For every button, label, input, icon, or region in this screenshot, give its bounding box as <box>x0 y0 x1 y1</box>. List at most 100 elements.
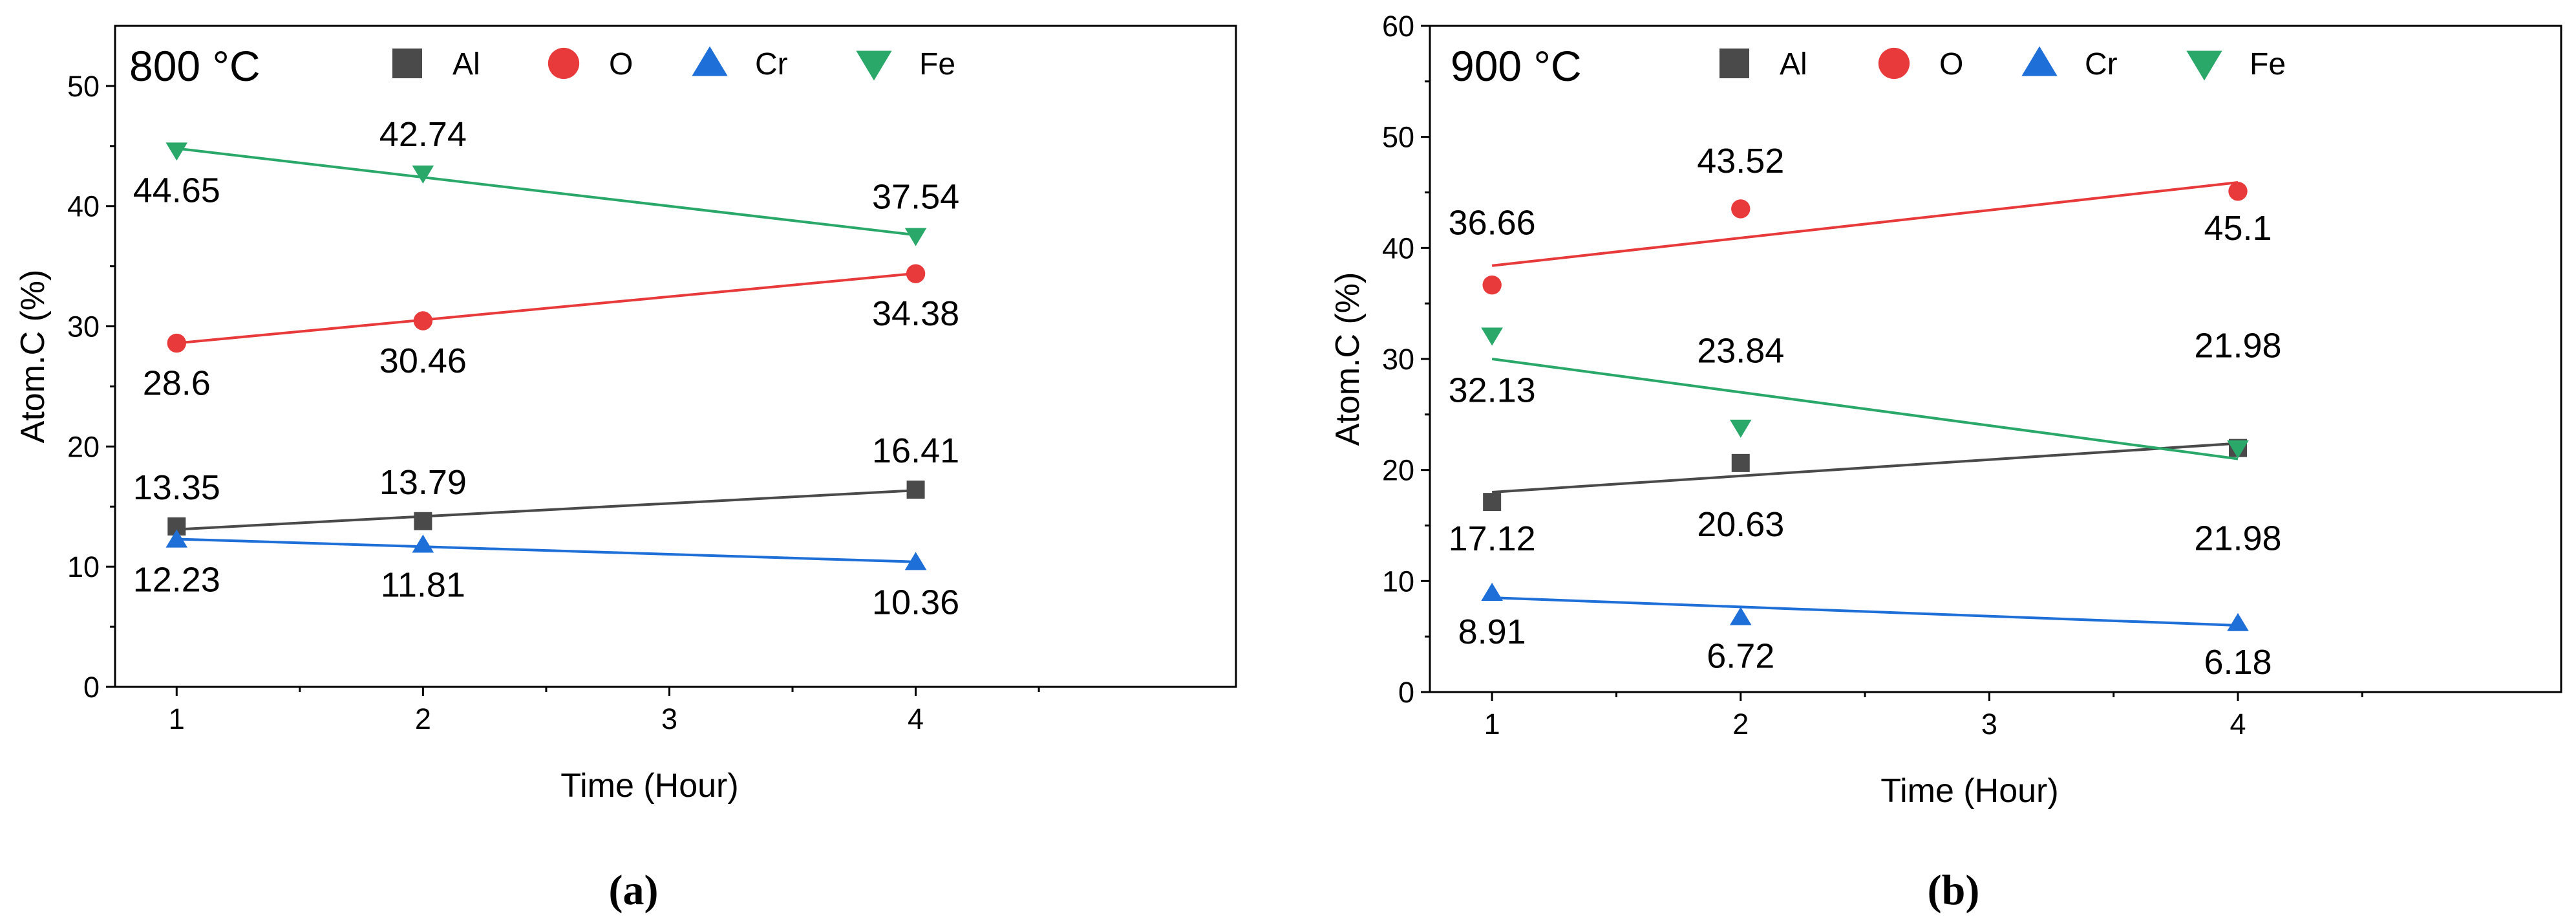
panel-a-fe-point <box>904 228 927 246</box>
panel-a-o-data-label: 34.38 <box>872 294 959 333</box>
panel-b-y-tick-label: 20 <box>1382 454 1414 487</box>
panel-a-y-tick-label: 20 <box>67 430 100 463</box>
panel-b-o-data-label: 45.1 <box>2204 209 2272 248</box>
panel-a-x-tick-label: 3 <box>661 702 677 735</box>
panel-a-legend-fe-label: Fe <box>919 47 955 81</box>
panel-a-legend-al-marker <box>392 49 422 78</box>
panel-a-title: 800 °C <box>129 42 261 90</box>
panel-a-y-axis-label: Atom.C (%) <box>14 270 52 444</box>
panel-b-fe-data-label: 23.84 <box>1697 332 1784 371</box>
panel-b-cr-trendline <box>1492 596 2239 627</box>
panel-a-caption: (a) <box>609 867 659 914</box>
panel-b-al-trendline <box>1492 442 2239 493</box>
panel-a-legend-cr-label: Cr <box>755 47 788 81</box>
panel-b-y-tick-label: 50 <box>1382 121 1414 154</box>
panel-a-fe-data-label: 37.54 <box>872 177 959 216</box>
panel-b-al-data-label: 17.12 <box>1449 519 1536 558</box>
panel-a-x-axis-label: Time (Hour) <box>560 767 738 805</box>
panel-b-x-tick-label: 1 <box>1484 708 1500 741</box>
panel-a-al-data-label: 16.41 <box>872 431 959 470</box>
panel-b-plot-frame <box>1429 25 2562 693</box>
panel-b-o-point <box>2228 182 2248 201</box>
panel-a-cr-point <box>412 534 434 553</box>
panel-b-al-point <box>1483 493 1502 512</box>
panel-a-fe-point <box>412 165 434 184</box>
panel-b-x-tick-label: 2 <box>1732 708 1749 741</box>
panel-b-y-tick-label: 40 <box>1382 232 1414 265</box>
panel-a-o-trendline <box>176 272 916 345</box>
panel-a-y-tick-label: 30 <box>67 310 100 343</box>
panel-b-legend-cr-marker <box>2021 46 2058 76</box>
panel-b-fe-data-label: 32.13 <box>1449 371 1536 409</box>
panel-a-y-tick-label: 0 <box>83 671 100 704</box>
panel-b-fe-trendline <box>1491 358 2239 460</box>
panel-a-y-tick-label: 40 <box>67 190 100 223</box>
panel-b-al-data-label: 21.98 <box>2194 327 2281 365</box>
panel-a-fe-trendline <box>176 147 916 237</box>
panel-a-fe-point <box>165 142 188 161</box>
panel-a-al-data-label: 13.79 <box>379 463 467 502</box>
panel-b-fe-point <box>1481 327 1503 346</box>
panel-a-legend-o-label: O <box>609 47 633 81</box>
panel-b-y-tick-label: 10 <box>1382 565 1414 598</box>
panel-a-al-point <box>414 512 432 530</box>
panel-b-legend-fe-label: Fe <box>2250 47 2286 81</box>
panel-b-fe-point <box>2227 440 2249 459</box>
panel-a-fe-data-label: 42.74 <box>379 115 467 154</box>
panel-b-cr-data-label: 6.72 <box>1707 637 1774 676</box>
panel-a-cr-data-label: 11.81 <box>381 566 465 605</box>
panel-b-legend-o-marker <box>1878 47 1910 80</box>
panel-a-plot-frame <box>114 25 1237 688</box>
panel-b-legend-al-marker <box>1719 49 1749 78</box>
panel-b-x-tick-label: 4 <box>2230 708 2246 741</box>
panel-b-cr-data-label: 8.91 <box>1458 612 1526 651</box>
panel-a-legend-al-label: Al <box>452 47 480 81</box>
panel-a-o-point <box>906 264 926 283</box>
panel-b-caption: (b) <box>1928 867 1980 914</box>
panel-a-cr-data-label: 10.36 <box>872 583 959 622</box>
panel-b-o-point <box>1482 275 1502 295</box>
panel-b-legend-cr-label: Cr <box>2085 47 2118 81</box>
panel-a-x-tick-label: 1 <box>169 702 185 735</box>
panel-b-x-axis-label: Time (Hour) <box>1880 772 2058 810</box>
panel-b-legend-o-label: O <box>1939 47 1963 81</box>
panel-a-y-tick-label: 50 <box>67 70 100 103</box>
panel-b-x-tick-label: 3 <box>1981 708 1997 741</box>
panel-b-legend-fe-marker <box>2186 50 2222 81</box>
panel-b-title: 900 °C <box>1451 42 1582 90</box>
panel-b-cr-point <box>1481 582 1503 601</box>
panel-a-y-tick-label: 10 <box>67 550 100 583</box>
panel-b-cr-point <box>1729 607 1752 625</box>
panel-a-al-data-label: 13.35 <box>133 468 220 507</box>
panel-b-y-axis-label: Atom.C (%) <box>1329 272 1367 446</box>
panel-a-cr-point <box>165 529 188 548</box>
panel-a-cr-trendline <box>176 537 916 563</box>
panel-a-al-point <box>906 481 925 499</box>
panel-a-cr-point <box>904 552 927 570</box>
panel-a-legend-cr-marker <box>692 46 728 76</box>
panel-b-al-point <box>1731 453 1750 472</box>
panel-a-o-point <box>167 333 186 353</box>
panel-b-o-point <box>1731 199 1751 219</box>
panel-a-o-data-label: 28.6 <box>143 364 211 403</box>
panel-a-al-trendline <box>176 489 916 531</box>
panel-a-fe-data-label: 44.65 <box>133 171 220 210</box>
panel-a-x-tick-label: 2 <box>415 702 431 735</box>
panel-a-legend-fe-marker <box>856 50 892 81</box>
panel-b-y-tick-label: 30 <box>1382 343 1414 376</box>
panel-b-legend-al-label: Al <box>1780 47 1807 81</box>
panel-a-x-tick-label: 4 <box>908 702 924 735</box>
panel-a-legend-o-marker <box>548 47 580 80</box>
panel-b-o-trendline <box>1491 181 2239 267</box>
panel-b-fe-point <box>1729 419 1752 438</box>
panel-b-o-data-label: 36.66 <box>1449 204 1536 243</box>
panel-b-cr-point <box>2227 612 2249 631</box>
panel-b-y-tick-label: 0 <box>1398 676 1414 709</box>
panel-b-cr-data-label: 6.18 <box>2204 643 2272 682</box>
panel-b-y-tick-label: 60 <box>1382 10 1414 43</box>
panel-b-o-data-label: 43.52 <box>1697 142 1784 180</box>
panel-a-cr-data-label: 12.23 <box>133 561 220 600</box>
panel-a-o-point <box>413 311 433 330</box>
panel-b-al-data-label: 20.63 <box>1697 505 1784 544</box>
